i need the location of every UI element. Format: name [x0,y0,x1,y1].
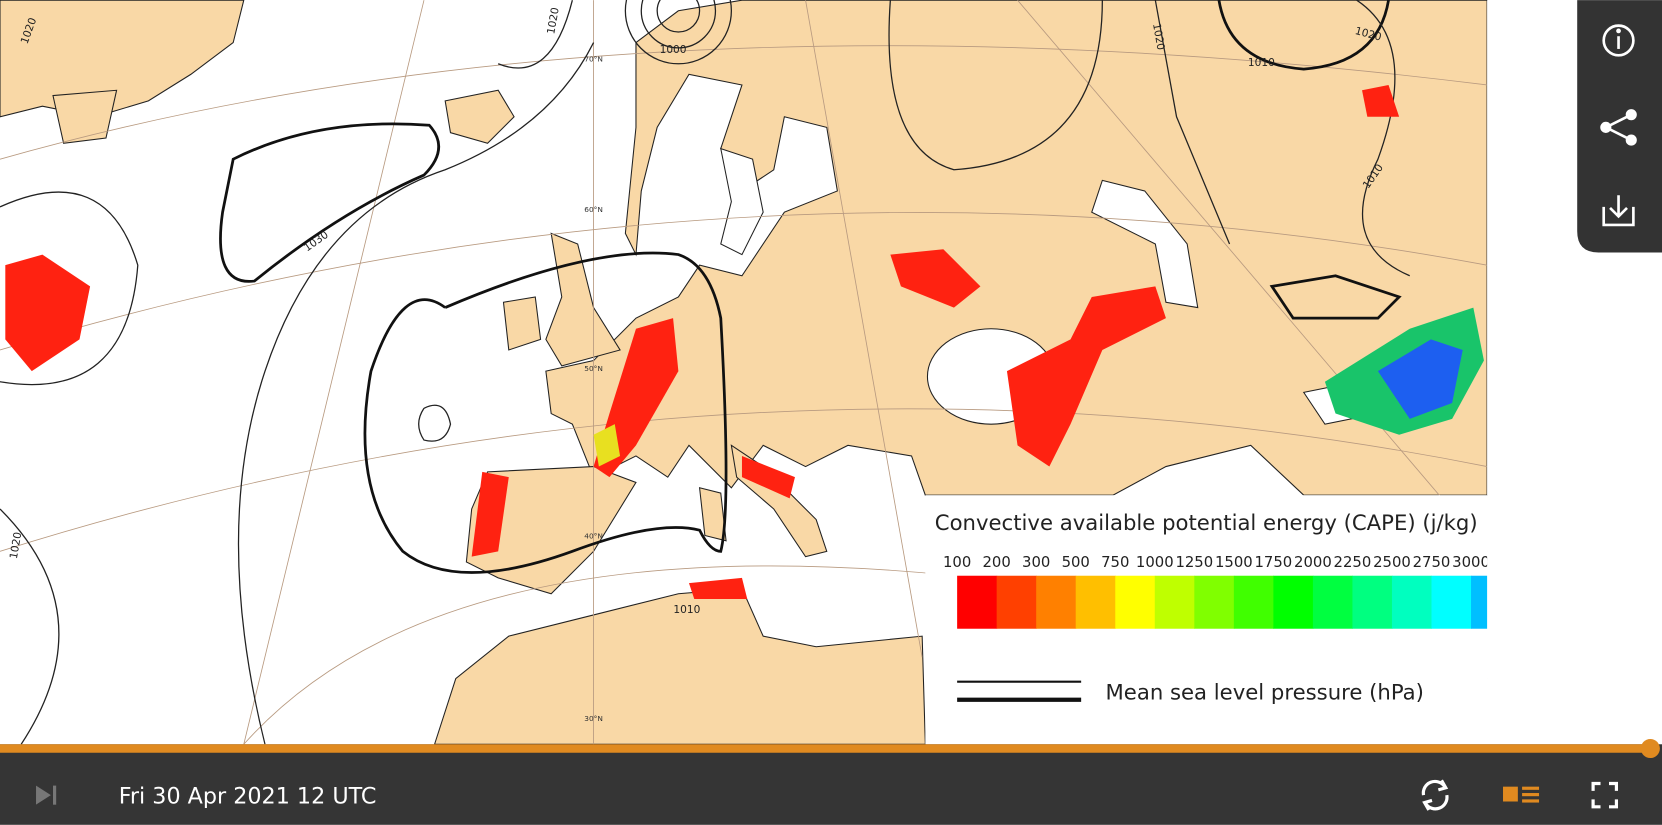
land [502,296,542,351]
color-swatch [957,575,998,629]
scale-label: 2500 [1373,554,1411,571]
latitude-label: 30°N [584,714,603,723]
date-label: Fri 30 Apr 2021 12 UTC [119,784,377,810]
step-button[interactable] [36,785,57,805]
contour-label: 1000 [660,44,687,56]
scale-label: 1000 [1136,554,1174,571]
legend-pressure-label: Mean sea level pressure (hPa) [1106,680,1424,705]
scale-label: 3000 [1452,554,1490,571]
share-button[interactable] [1600,109,1637,146]
toolbar [1577,0,1662,253]
scale-label: 2750 [1413,554,1451,571]
layers-button[interactable] [1503,786,1540,803]
cape-area [741,455,795,499]
land [444,89,515,144]
latitude-label: 50°N [584,364,603,373]
bottom-bar [0,744,1662,825]
cape-area [1377,339,1463,419]
loop-button[interactable] [1421,779,1449,811]
sea [1091,179,1199,309]
contour-label: 1010 [1248,57,1275,69]
legend-title: Convective available potential energy (C… [935,510,1478,535]
contour-label: 1010 [673,604,700,616]
fullscreen-button[interactable] [1591,781,1619,809]
progress-bar[interactable] [0,744,1652,753]
scale-label: 1500 [1215,554,1253,571]
latitude-label: 40°N [584,532,603,541]
land [52,89,118,144]
isoline [0,0,1410,745]
cape-area [1362,84,1400,117]
color-swatch [996,575,1037,629]
graticule [243,0,1488,745]
color-swatch [1194,575,1235,629]
isobar [363,251,728,574]
color-swatch [1036,575,1077,629]
info-button[interactable] [1602,24,1635,57]
download-button[interactable] [1602,195,1635,227]
isoline [656,0,701,33]
isobar [219,122,440,283]
toolbar-icons [1600,24,1637,227]
latitude-label: 70°N [584,55,603,64]
progress-handle[interactable] [1640,738,1660,759]
scale-label: 200 [983,554,1011,571]
land [0,0,245,118]
scale-label: 1250 [1175,554,1213,571]
cape-area [1006,286,1166,467]
cape-area [471,471,509,557]
cape-area [688,577,748,600]
scale-label: 1750 [1254,554,1292,571]
scale-label: 100 [943,554,971,571]
color-swatch [1312,575,1353,629]
sea [720,147,764,256]
scale-label: 2250 [1334,554,1372,571]
land [545,0,1488,496]
color-swatch [1273,575,1314,629]
contour-label: 1020 [1150,22,1167,51]
isobar [1217,0,1390,71]
color-swatch [1352,575,1393,629]
color-swatch [1431,575,1472,629]
scale-label: 2000 [1294,554,1332,571]
land [698,487,727,542]
isobar [1269,274,1402,320]
isoline [418,404,452,442]
color-swatch [1115,575,1156,629]
color-swatch [1391,575,1433,629]
contour-label: 1020 [545,6,562,35]
isoline [640,0,717,49]
color-swatch [1233,575,1274,629]
latitude-label: 60°N [584,205,603,214]
color-swatch [1154,575,1195,629]
cape-area [890,249,981,308]
scale-label: 750 [1101,554,1129,571]
contour-label: 1020 [8,531,25,560]
color-swatch [1075,575,1116,629]
isoline [624,0,732,65]
scale-label: 500 [1062,554,1090,571]
scale-label: 300 [1022,554,1050,571]
cape-area [593,424,621,467]
latitude-labels: 70°N 60°N 50°N 40°N 30°N [584,55,603,723]
cape-area [5,254,91,372]
graticule [0,45,1488,745]
